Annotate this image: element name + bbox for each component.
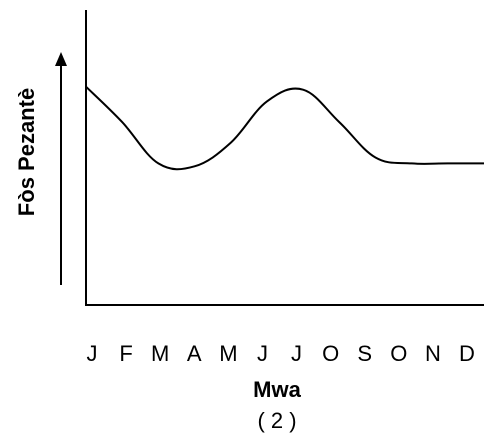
x-tick-label: A bbox=[187, 341, 202, 366]
y-axis-title: Fòs Pezantè bbox=[14, 88, 39, 216]
y-arrow-head bbox=[55, 52, 67, 66]
series-line bbox=[85, 85, 484, 171]
x-tick-label: J bbox=[291, 341, 302, 366]
x-tick-label: J bbox=[257, 341, 268, 366]
x-tick-label: D bbox=[459, 341, 475, 366]
x-tick-label: M bbox=[219, 341, 237, 366]
x-tick-label: O bbox=[322, 341, 339, 366]
x-tick-label: O bbox=[390, 341, 407, 366]
x-tick-label: N bbox=[425, 341, 441, 366]
x-tick-label: M bbox=[151, 341, 169, 366]
x-tick-label: J bbox=[87, 341, 98, 366]
x-axis-title: Mwa bbox=[253, 377, 301, 402]
x-tick-label: S bbox=[357, 341, 372, 366]
figure-caption: ( 2 ) bbox=[257, 408, 296, 433]
x-tick-label: F bbox=[119, 341, 132, 366]
